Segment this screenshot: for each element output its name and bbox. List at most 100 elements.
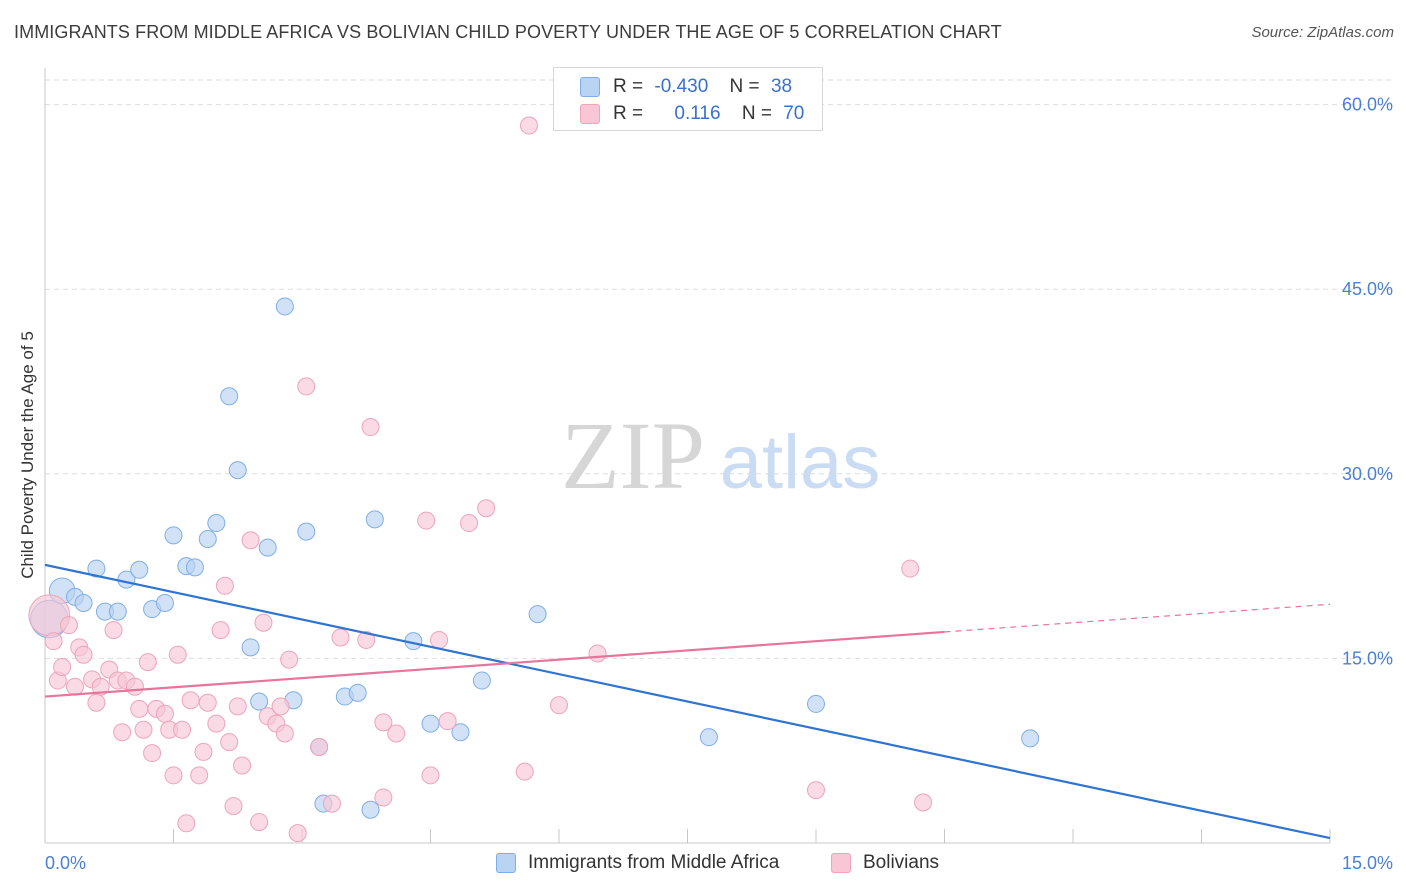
- middle-africa-point: [1021, 729, 1040, 748]
- bolivian-point: [233, 756, 252, 775]
- bolivian-point: [220, 733, 239, 752]
- middle-africa-point: [220, 387, 239, 406]
- bolivian-point: [74, 645, 93, 664]
- middle-africa-point: [185, 558, 204, 577]
- bolivian-point: [134, 720, 153, 739]
- bolivian-point: [177, 814, 196, 833]
- bolivian-point: [53, 658, 72, 677]
- middle-africa-point: [421, 714, 440, 733]
- bolivian-point: [207, 714, 226, 733]
- middle-africa-point: [228, 461, 247, 480]
- middle-africa-point: [361, 800, 380, 819]
- x-axis: [44, 68, 1331, 844]
- bolivian-point: [173, 720, 192, 739]
- bolivian-point: [387, 724, 406, 743]
- bolivian-point: [168, 645, 187, 664]
- middle-africa-point: [250, 692, 269, 711]
- n-value: 70: [783, 103, 805, 124]
- bolivian-point: [130, 699, 149, 718]
- middle-africa-point: [275, 297, 294, 316]
- bolivian-point: [224, 797, 243, 816]
- legend-label: Bolivians: [863, 852, 940, 873]
- bolivian-point: [520, 116, 539, 135]
- middle-africa-point: [807, 694, 825, 713]
- middle-africa-point: [472, 671, 491, 690]
- middle-africa-point: [258, 538, 277, 557]
- legend-label: Immigrants from Middle Africa: [528, 852, 780, 873]
- bolivian-point: [901, 559, 920, 578]
- bolivian-point: [588, 644, 607, 663]
- watermark: ZIP atlas: [561, 402, 880, 509]
- bolivian-point: [228, 697, 247, 716]
- blue-swatch: [580, 77, 600, 97]
- middle-africa-point: [451, 723, 470, 742]
- middle-africa-trend-line: [44, 563, 1331, 840]
- middle-africa-point: [87, 559, 106, 578]
- bolivian-point: [91, 677, 110, 696]
- bolivian-point: [250, 813, 269, 832]
- watermark-zip: ZIP: [561, 402, 705, 509]
- bolivian-point: [215, 576, 234, 595]
- bolivian-point: [807, 781, 825, 800]
- tick-labels: 15.0% 30.0% 45.0% 60.0% 0.0% 15.0%: [45, 95, 1393, 873]
- source-credit: Source: ZipAtlas.com: [1251, 24, 1394, 41]
- bolivian-point: [164, 766, 183, 785]
- n-label: N =: [741, 103, 772, 124]
- bolivian-point: [460, 514, 479, 533]
- pink-swatch: [580, 104, 600, 124]
- bolivian-point: [190, 766, 209, 785]
- middle-africa-point: [74, 594, 93, 613]
- y-tick-label: 30.0%: [1342, 464, 1393, 484]
- bolivian-point: [241, 531, 260, 550]
- watermark-atlas: atlas: [720, 420, 881, 505]
- bolivian-point: [550, 696, 568, 715]
- bolivian-point: [280, 650, 299, 669]
- n-value: 38: [770, 76, 793, 97]
- bolivian-point: [211, 621, 230, 640]
- bolivian-point: [44, 632, 63, 651]
- bolivian-point: [374, 788, 393, 807]
- r-label: R =: [613, 76, 644, 97]
- n-label: N =: [729, 76, 760, 97]
- middle-africa-point: [155, 594, 174, 613]
- bolivian-point: [155, 704, 174, 723]
- bolivian-point: [331, 628, 350, 647]
- bolivian-trend-line: [44, 630, 945, 698]
- bolivian-point: [322, 794, 341, 813]
- middle-africa-point: [241, 638, 260, 657]
- bolivian-point: [297, 377, 316, 396]
- bolivian-point: [59, 616, 78, 635]
- bolivian-point: [254, 613, 273, 632]
- pink-swatch: [831, 853, 851, 873]
- middle-africa-point: [207, 514, 226, 533]
- middle-africa-point: [198, 530, 217, 549]
- y-tick-label: 15.0%: [1342, 648, 1393, 668]
- gridlines: [45, 79, 1392, 659]
- bolivian-point: [438, 712, 457, 731]
- bolivian-point: [198, 693, 217, 712]
- scatter-points: [28, 116, 1040, 843]
- series-legend: Immigrants from Middle Africa Bolivians: [0, 852, 1406, 878]
- bolivian-point: [430, 630, 449, 649]
- middle-africa-point: [365, 510, 384, 529]
- middle-africa-point: [108, 602, 127, 621]
- x-tick-label-min: 0.0%: [45, 853, 86, 873]
- bolivian-point: [143, 744, 162, 763]
- bolivian-point: [417, 511, 436, 530]
- bolivian-point: [374, 713, 393, 732]
- x-tick-label-max: 15.0%: [1342, 853, 1393, 873]
- middle-africa-point: [130, 560, 149, 579]
- bolivian-point: [275, 724, 294, 743]
- bolivian-point: [271, 697, 290, 716]
- middle-africa-point: [528, 605, 547, 624]
- bolivian-point: [288, 824, 307, 843]
- bolivian-point: [104, 621, 123, 640]
- correlation-legend: R = -0.430 N = 38 R = 0.116 N = 70: [553, 67, 823, 131]
- blue-swatch: [496, 853, 516, 873]
- bolivian-point: [65, 677, 84, 696]
- middle-africa-point: [297, 522, 316, 541]
- bolivian-point: [125, 677, 144, 696]
- middle-africa-point: [699, 728, 718, 747]
- y-axis-label: Child Poverty Under the Age of 5: [18, 331, 37, 579]
